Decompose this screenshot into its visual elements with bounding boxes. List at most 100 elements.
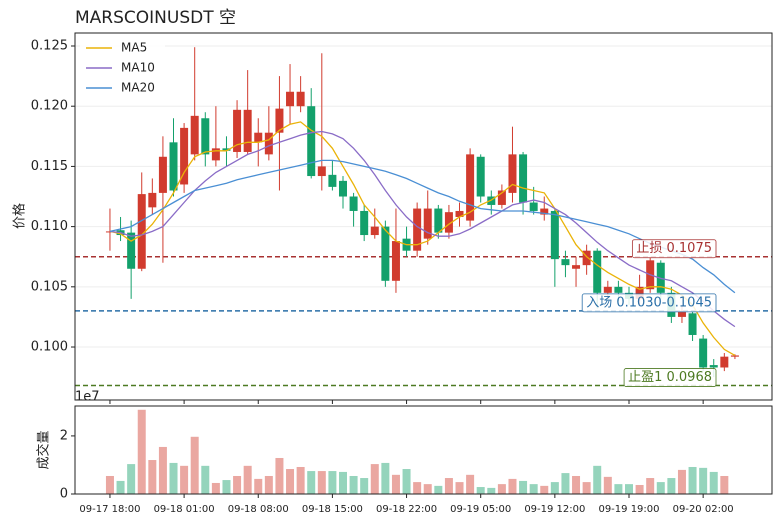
volume-bar	[391, 474, 400, 494]
candle-body	[137, 194, 146, 269]
candle-body	[582, 250, 591, 266]
x-tick-label: 09-18 08:00	[228, 504, 289, 515]
volume-bar	[307, 471, 316, 494]
candle-body	[211, 148, 220, 161]
level-label-box	[623, 368, 717, 387]
candle-body	[529, 202, 538, 211]
volume-bar	[688, 466, 697, 494]
volume-bar	[455, 482, 464, 494]
candle-body	[720, 356, 729, 368]
legend-label: MA10	[121, 61, 155, 75]
candle-body	[391, 241, 400, 281]
candle-body	[328, 174, 337, 187]
volume-bar	[222, 480, 231, 494]
candle-body	[201, 118, 210, 155]
candle-body	[466, 154, 475, 221]
candle-body	[444, 212, 453, 233]
volume-bar	[677, 469, 686, 494]
x-tick-label: 09-19 19:00	[598, 504, 659, 515]
candle-body	[593, 250, 602, 293]
chart-title: MARSCOINUSDT 空	[75, 8, 236, 28]
x-tick-label: 09-19 12:00	[524, 504, 585, 515]
candle-body	[709, 365, 718, 368]
candle-body	[476, 156, 485, 197]
volume-bar	[158, 446, 167, 494]
volume-y-tick-label: 2	[60, 428, 68, 443]
volume-bar	[444, 478, 453, 494]
candle-body	[497, 190, 506, 205]
volume-bar	[338, 471, 347, 494]
volume-bar	[635, 484, 644, 494]
offset-label: 1e7	[75, 390, 100, 405]
y-tick-label: 0.110	[31, 219, 68, 234]
candle-body	[413, 208, 422, 251]
volume-bar	[720, 475, 729, 494]
candle-body	[561, 259, 570, 266]
volume-bar	[211, 482, 220, 494]
volume-bar	[709, 471, 718, 494]
candle-body	[455, 210, 464, 217]
volume-bar	[561, 473, 570, 494]
level-label-box	[631, 239, 717, 259]
candle-body	[317, 166, 326, 177]
volume-bar	[296, 466, 305, 494]
level-label-text: 止损 0.1075	[636, 241, 712, 256]
volume-bar	[550, 482, 559, 494]
candle-body	[243, 109, 252, 152]
y-tick-label: 0.115	[31, 159, 68, 174]
volume-bar	[487, 487, 496, 494]
volume-bar	[105, 475, 114, 494]
volume-bar	[264, 475, 273, 494]
candle-body	[381, 226, 390, 281]
candle-body	[275, 108, 284, 133]
volume-bar	[656, 482, 665, 494]
candle-body	[158, 156, 167, 193]
legend-label: MA20	[121, 81, 155, 95]
volume-bar	[243, 465, 252, 494]
candle-body	[370, 226, 379, 236]
volume-bar	[519, 480, 528, 494]
candle-body	[338, 180, 347, 197]
volume-bar	[254, 478, 263, 494]
volume-bar	[201, 465, 210, 494]
candle-body	[508, 154, 517, 193]
volume-bar	[699, 467, 708, 494]
candle-body	[677, 310, 686, 317]
y-tick-label: 0.105	[31, 279, 68, 294]
volume-bar	[624, 484, 633, 494]
volume-bar	[137, 409, 146, 494]
level-label-text: 入场 0.1030-0.1045	[586, 295, 712, 310]
level-label-text: 止盈1 0.0968	[628, 370, 712, 385]
candle-body	[264, 132, 273, 155]
legend-label: MA5	[121, 41, 147, 55]
level-label: 止损 0.1075	[631, 239, 717, 259]
x-tick-label: 09-20 02:00	[673, 504, 734, 515]
candle-body	[550, 210, 559, 260]
ma-line	[109, 121, 736, 356]
candle-body	[603, 286, 612, 293]
candle-body	[572, 265, 581, 269]
candle-body	[349, 196, 358, 211]
volume-bar	[233, 475, 242, 494]
y-tick-label: 0.120	[31, 99, 68, 114]
candle-body	[540, 208, 549, 215]
volume-bar	[127, 464, 136, 494]
volume-bar	[497, 484, 506, 494]
volume-bar	[667, 478, 676, 494]
ma-line	[109, 159, 736, 294]
volume-bar	[572, 475, 581, 494]
candle-body	[635, 286, 644, 299]
candle-body	[307, 106, 316, 177]
volume-bar	[169, 462, 178, 494]
volume-frame	[74, 405, 773, 495]
volume-bar	[413, 482, 422, 494]
y-axis-label: 价格	[12, 203, 28, 229]
candle-body	[360, 210, 369, 236]
volume-bar	[646, 478, 655, 494]
level-label: 入场 0.1030-0.1045	[581, 293, 717, 313]
volume-bar	[508, 478, 517, 494]
volume-bar	[529, 484, 538, 494]
volume-bar	[381, 462, 390, 494]
volume-bar	[116, 480, 125, 494]
